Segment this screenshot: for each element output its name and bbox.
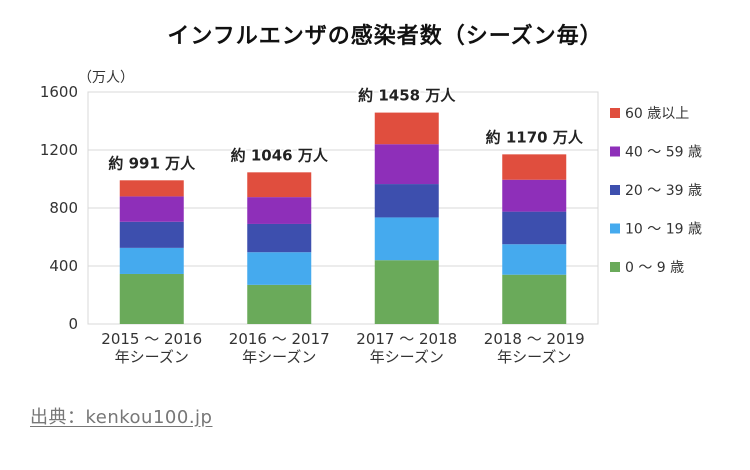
legend-swatch [610, 146, 620, 157]
bar-segment [374, 144, 439, 185]
y-tick-label: 800 [49, 199, 78, 217]
x-tick-label: 年シーズン [115, 348, 189, 366]
legend-label: 10 ～ 19 歳 [625, 222, 702, 238]
bar-segment [502, 244, 567, 275]
bar-segment [374, 184, 439, 218]
total-label: 約 1170 万人 [486, 128, 584, 146]
bar-segment [374, 217, 439, 261]
total-label: 約 1046 万人 [231, 146, 329, 164]
y-tick-label: 0 [68, 315, 78, 333]
legend-label: 40 ～ 59 歳 [625, 145, 702, 161]
legend-swatch [610, 185, 620, 195]
x-tick-label: 年シーズン [370, 348, 444, 366]
legend-swatch [610, 223, 620, 234]
bar-segment [247, 252, 312, 285]
x-tick-label: 年シーズン [497, 348, 571, 366]
x-tick-label: 2018 ～ 2019 [484, 330, 585, 348]
x-tick-label: 年シーズン [242, 348, 316, 366]
bar-segment [119, 221, 184, 248]
legend-swatch [610, 108, 620, 118]
bar-segment [374, 112, 439, 145]
y-tick-label: 1200 [40, 141, 78, 159]
x-tick-label: 2015 ～ 2016 [101, 330, 202, 348]
x-tick-label: 2017 ～ 2018 [356, 330, 457, 348]
source-link[interactable]: 出典：kenkou100.jp [30, 407, 213, 428]
legend-swatch [610, 262, 620, 272]
chart-title: インフルエンザの感染者数（シーズン毎） [167, 23, 602, 49]
legend: 60 歳以上 40 ～ 59 歳 20 ～ 39 歳 10 ～ 19 歳 0 ～ 9 歳 [610, 106, 702, 276]
bar-segment [502, 211, 567, 245]
bar-segment [119, 196, 184, 222]
bar-segment [119, 273, 184, 324]
y-axis: 0 400 800 1200 1600 [40, 83, 78, 333]
bar-segment [247, 197, 312, 224]
bar-segment [119, 247, 184, 274]
bar-segment [119, 180, 184, 197]
total-label: 約 991 万人 [108, 154, 196, 172]
bar-segment [374, 260, 439, 324]
y-tick-label: 400 [49, 257, 78, 275]
bar-segment [502, 179, 567, 212]
legend-label: 20 ～ 39 歳 [625, 183, 702, 199]
bar-segment [247, 223, 312, 253]
bar-segment [502, 274, 567, 324]
chart: インフルエンザの感染者数（シーズン毎） （万人） 0 400 800 1200 1600… [40, 23, 702, 366]
total-label: 約 1458 万人 [358, 87, 456, 105]
legend-label: 60 歳以上 [625, 106, 689, 122]
total-labels: 約 991 万人 約 1046 万人 約 1458 万人約 1170 万人 [107, 85, 585, 174]
bar-segment [247, 172, 312, 198]
bar-segment [502, 154, 567, 180]
x-tick-label: 2016 ～ 2017 [229, 330, 330, 348]
bar-segment [247, 284, 312, 324]
legend-label: 0 ～ 9 歳 [625, 260, 684, 276]
unit-label: （万人） [78, 70, 134, 86]
y-tick-label: 1600 [40, 83, 78, 101]
bars [119, 112, 567, 324]
